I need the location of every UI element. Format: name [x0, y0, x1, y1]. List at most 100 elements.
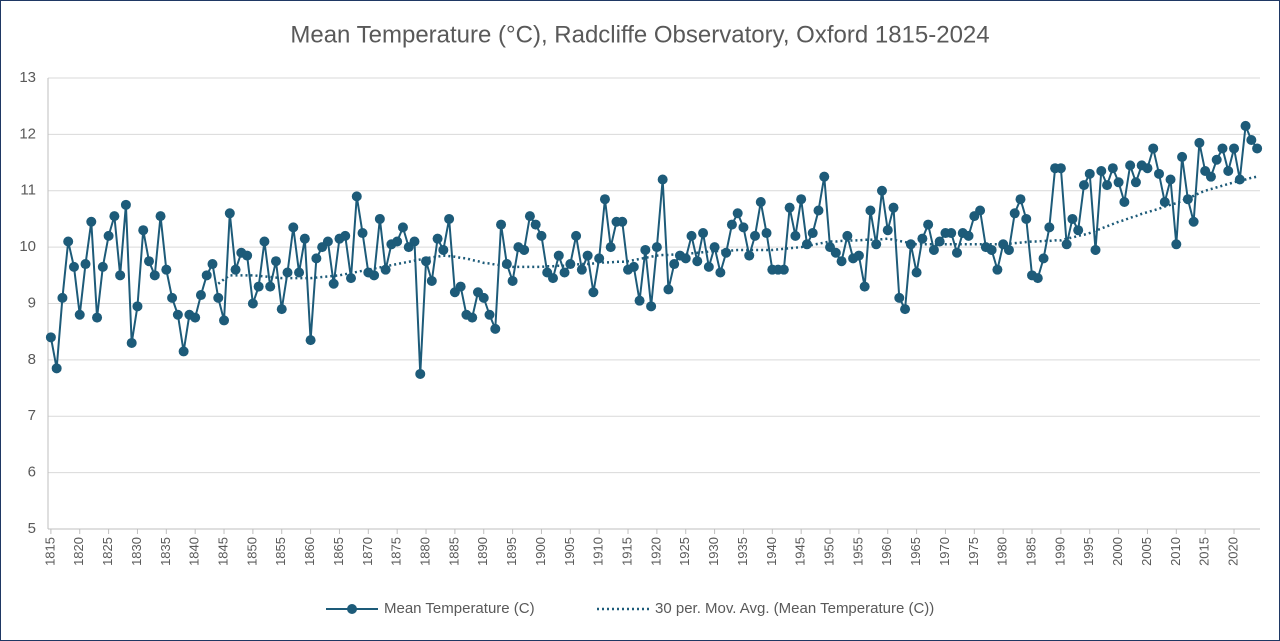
data-point	[126, 337, 137, 348]
data-point	[842, 230, 853, 241]
data-point	[305, 335, 316, 346]
y-tick-label: 5	[28, 520, 36, 537]
x-tick-label: 2010	[1168, 537, 1183, 566]
x-tick-label: 1970	[937, 537, 952, 566]
data-point	[1090, 244, 1101, 255]
data-point	[247, 298, 258, 309]
data-point	[1194, 137, 1205, 148]
data-point	[1113, 177, 1124, 188]
data-point	[259, 236, 270, 247]
data-point	[103, 230, 114, 241]
data-point	[57, 292, 68, 303]
data-point	[640, 244, 651, 255]
data-point	[1223, 166, 1234, 177]
data-point	[796, 194, 807, 205]
data-point	[149, 270, 160, 281]
data-point	[784, 202, 795, 213]
data-point	[686, 230, 697, 241]
data-point	[444, 213, 455, 224]
data-point	[207, 259, 218, 270]
data-point	[778, 264, 789, 275]
data-point	[709, 242, 720, 253]
x-tick-label: 1915	[619, 537, 634, 566]
data-point	[1130, 177, 1141, 188]
data-point	[1107, 163, 1118, 174]
x-tick-label: 1845	[215, 537, 230, 566]
data-point	[409, 236, 420, 247]
data-point	[571, 230, 582, 241]
data-point	[86, 216, 97, 227]
data-point	[1096, 166, 1107, 177]
data-point	[161, 264, 172, 275]
x-tick-label: 1945	[793, 537, 808, 566]
data-point	[178, 346, 189, 357]
data-point	[594, 253, 605, 264]
x-tick-label: 2015	[1197, 537, 1212, 566]
x-tick-label: 1815	[42, 537, 57, 566]
data-point	[1165, 174, 1176, 185]
series-line	[217, 175, 1258, 285]
data-point	[1073, 225, 1084, 236]
data-point	[871, 239, 882, 250]
data-point	[496, 219, 507, 230]
data-point	[1177, 151, 1188, 162]
data-point	[172, 309, 183, 320]
data-point	[1102, 180, 1113, 191]
data-point	[1142, 163, 1153, 174]
y-tick-label: 6	[28, 464, 36, 481]
data-point	[923, 219, 934, 230]
x-tick-label: 1920	[648, 537, 663, 566]
data-point	[1038, 253, 1049, 264]
data-point	[882, 225, 893, 236]
data-point	[1252, 143, 1263, 154]
x-tick-label: 1855	[273, 537, 288, 566]
data-point	[224, 208, 235, 219]
data-point	[888, 202, 899, 213]
data-point	[830, 247, 841, 258]
data-point	[45, 332, 56, 343]
data-point	[790, 230, 801, 241]
data-point	[819, 171, 830, 182]
data-point	[865, 205, 876, 216]
data-point	[438, 244, 449, 255]
data-point	[328, 278, 339, 289]
data-point	[311, 253, 322, 264]
data-point	[1032, 273, 1043, 284]
data-point	[74, 309, 85, 320]
data-point	[144, 256, 154, 267]
data-point	[946, 228, 957, 239]
data-point	[1240, 120, 1251, 131]
data-point	[582, 250, 593, 261]
data-point	[1009, 208, 1020, 219]
data-point	[744, 250, 755, 261]
data-point	[703, 261, 714, 272]
data-point	[813, 205, 824, 216]
x-tick-label: 1975	[966, 537, 981, 566]
x-tick-label: 1880	[417, 537, 432, 566]
data-point	[721, 247, 732, 258]
data-point	[346, 273, 356, 284]
y-tick-label: 7	[28, 407, 36, 424]
data-point	[1003, 244, 1014, 255]
data-point	[201, 270, 212, 281]
y-tick-label: 8	[28, 351, 36, 368]
data-point	[548, 273, 558, 284]
data-point	[288, 222, 299, 233]
data-point	[265, 281, 276, 292]
legend-label: Mean Temperature (C)	[384, 600, 535, 617]
x-tick-label: 1860	[302, 537, 317, 566]
data-point	[750, 230, 760, 241]
x-tick-label: 1935	[735, 537, 750, 566]
data-point	[68, 261, 79, 272]
data-point	[657, 174, 668, 185]
data-point	[992, 264, 1003, 275]
data-point	[155, 211, 166, 222]
data-point	[680, 253, 691, 264]
data-point	[109, 211, 120, 222]
data-point	[138, 225, 149, 236]
data-point	[92, 312, 103, 323]
x-tick-label: 1900	[533, 537, 548, 566]
data-point	[380, 264, 391, 275]
